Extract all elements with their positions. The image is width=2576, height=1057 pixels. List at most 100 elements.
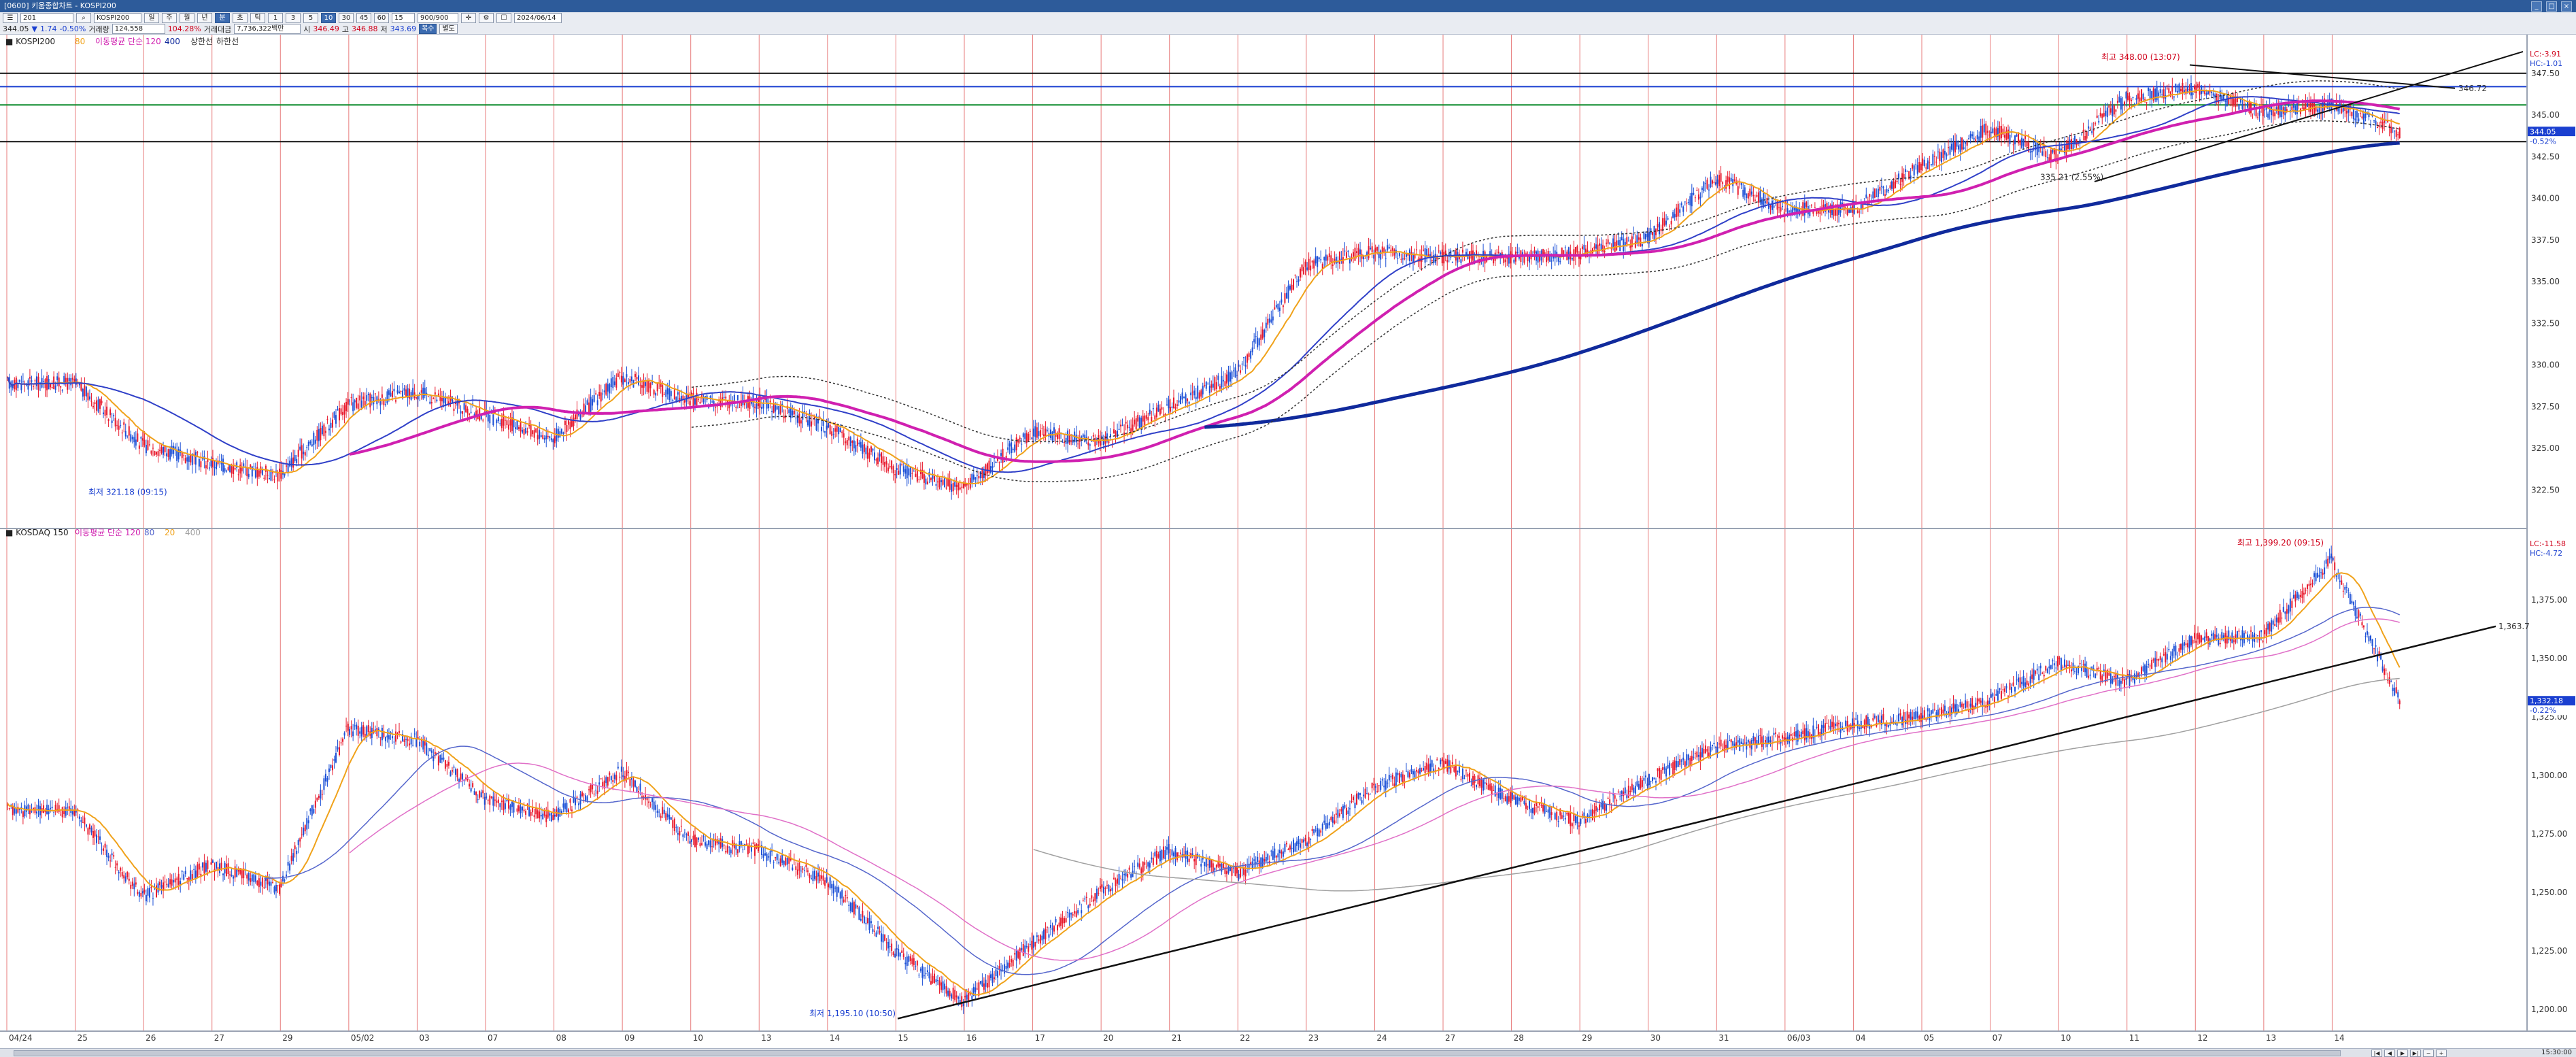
candle-body	[1971, 134, 1973, 136]
minute-60[interactable]: 60	[374, 13, 389, 23]
candle-body	[930, 981, 932, 984]
candle-body	[828, 423, 829, 428]
candle-body	[1645, 234, 1646, 239]
candle-body	[2125, 92, 2126, 99]
search-icon[interactable]: ⌕	[76, 13, 91, 23]
candle-body	[1300, 269, 1301, 278]
candle-body	[1676, 761, 1677, 768]
candle-body	[966, 994, 968, 999]
candle-body	[62, 390, 63, 391]
minute-5[interactable]: 5	[303, 13, 318, 23]
period-day[interactable]: 일	[144, 13, 159, 23]
period-second[interactable]: 초	[233, 13, 248, 23]
candle-body	[1378, 785, 1380, 786]
candle-body	[2209, 91, 2211, 93]
candle-body	[433, 398, 434, 399]
minute-45[interactable]: 45	[356, 13, 371, 23]
candle-body	[949, 478, 951, 490]
candle-body	[831, 431, 832, 436]
candle-body	[807, 420, 809, 425]
chart-canvas[interactable]: 347.50345.00342.50340.00337.50335.00332.…	[0, 35, 2576, 1048]
candle-body	[865, 923, 866, 924]
candle-body	[1419, 768, 1421, 774]
candle-body	[457, 400, 458, 405]
candle-body	[1661, 770, 1662, 780]
candle-body	[1230, 372, 1231, 381]
candle-body	[1549, 807, 1550, 818]
close-button[interactable]: ×	[2561, 1, 2572, 12]
period-month[interactable]: 월	[180, 13, 194, 23]
candle-body	[896, 948, 898, 950]
candle-body	[36, 811, 37, 813]
candle-body	[475, 792, 477, 795]
candle-body	[853, 902, 855, 915]
symbol-name-field[interactable]: KOSPI200	[94, 13, 141, 23]
candle-body	[1903, 174, 1905, 179]
candle-body	[33, 386, 34, 387]
minute-3[interactable]: 3	[286, 13, 301, 23]
candle-body	[609, 773, 610, 775]
candle-body	[1893, 182, 1895, 189]
candle-body	[1488, 785, 1489, 790]
candle-body	[2084, 136, 2086, 140]
candle-body	[1886, 189, 1887, 192]
maximize-button[interactable]: □	[2546, 1, 2557, 12]
candle-body	[1274, 307, 1275, 309]
tab-multi[interactable]: 복수	[419, 24, 437, 34]
period-tick[interactable]: 틱	[250, 13, 265, 23]
candle-body	[176, 879, 177, 880]
candle-body	[226, 471, 227, 472]
candle-body	[805, 415, 807, 416]
candle-body	[1163, 847, 1164, 858]
candle-body	[1532, 808, 1533, 813]
minimize-button[interactable]: _	[2531, 1, 2542, 12]
candle-body	[1744, 187, 1746, 195]
candle-body	[1717, 180, 1718, 184]
date-input[interactable]: 2024/06/14	[514, 13, 562, 23]
minute-1[interactable]: 1	[268, 13, 283, 23]
count-input[interactable]: 15	[392, 13, 415, 23]
candle-body	[904, 963, 906, 964]
candle-body	[70, 378, 71, 385]
candle-body	[79, 816, 80, 818]
candle-body	[207, 860, 208, 869]
candle-body	[898, 471, 899, 475]
candle-body	[258, 471, 260, 477]
candle-body	[460, 411, 462, 413]
candle-body	[471, 412, 472, 413]
candle-body	[385, 737, 386, 741]
candle-body	[1476, 785, 1477, 788]
minute-30[interactable]: 30	[339, 13, 354, 23]
candle-body	[147, 888, 148, 896]
tab-separate[interactable]: 별도	[439, 24, 457, 34]
candle-body	[1759, 735, 1761, 736]
candle-body	[1320, 259, 1321, 260]
candle-body	[511, 802, 513, 807]
minute-10[interactable]: 10	[321, 13, 336, 23]
period-year[interactable]: 년	[197, 13, 212, 23]
period-week[interactable]: 주	[162, 13, 177, 23]
candle-body	[31, 380, 32, 382]
candle-body	[106, 407, 107, 415]
candle-body	[1583, 245, 1584, 250]
settings-icon[interactable]: ⚙	[479, 13, 494, 23]
menu-icon[interactable]: ☰	[3, 13, 18, 23]
crosshair-icon[interactable]: ✛	[461, 13, 476, 23]
candle-body	[724, 397, 725, 398]
range-input[interactable]: 900/900	[418, 13, 458, 23]
candle-body	[2073, 141, 2074, 149]
candle-body	[1633, 788, 1634, 793]
candle-body	[1276, 305, 1277, 307]
candle-body	[2192, 93, 2194, 95]
candle-body	[2047, 157, 2048, 158]
symbol-code-input[interactable]: 201	[20, 13, 73, 23]
candle-body	[1249, 353, 1250, 356]
candle-body	[1376, 247, 1378, 251]
candle-body	[1882, 186, 1884, 188]
checkbox-icon[interactable]: ☐	[496, 13, 511, 23]
period-minute[interactable]: 분	[215, 13, 230, 23]
candle-body	[368, 394, 369, 395]
candle-body	[1944, 151, 1946, 154]
candle-body	[416, 397, 417, 398]
